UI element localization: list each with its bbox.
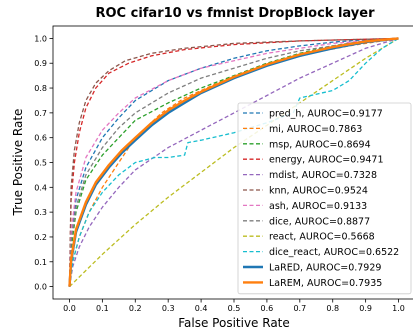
x-tick-label: 0.6 bbox=[261, 304, 274, 313]
legend-entry: react, AUROC=0.5668 bbox=[269, 232, 375, 243]
y-tick-label: 1.0 bbox=[34, 34, 47, 43]
legend-entry: pred_h, AUROC=0.9177 bbox=[269, 109, 383, 120]
y-tick-label: 0.1 bbox=[34, 258, 47, 267]
x-tick-label: 0.0 bbox=[63, 304, 76, 313]
roc-curve-10 bbox=[68, 37, 399, 287]
legend-entry: dice, AUROC=0.8877 bbox=[269, 216, 370, 227]
x-tick-label: 0.4 bbox=[195, 304, 208, 313]
roc-curve-6 bbox=[68, 37, 399, 287]
legend-entry: ash, AUROC=0.9133 bbox=[269, 201, 367, 212]
y-tick-label: 0.9 bbox=[34, 59, 47, 68]
x-tick-label: 0.8 bbox=[326, 304, 339, 313]
y-tick-label: 0.6 bbox=[34, 134, 47, 143]
y-tick-label: 0.0 bbox=[34, 283, 47, 292]
x-tick-label: 0.7 bbox=[293, 304, 306, 313]
legend-entry: mi, AUROC=0.7863 bbox=[269, 124, 362, 135]
legend-entry: knn, AUROC=0.9524 bbox=[269, 186, 368, 197]
roc-curve-7 bbox=[68, 37, 399, 287]
plot-curves bbox=[68, 37, 399, 288]
legend-entry: mdist, AUROC=0.7328 bbox=[269, 170, 377, 181]
y-tick-label: 0.3 bbox=[34, 208, 47, 217]
chart-title: ROC cifar10 vs fmnist DropBlock layer bbox=[95, 6, 375, 21]
roc-curve-8 bbox=[68, 37, 399, 287]
y-tick-label: 0.8 bbox=[34, 84, 47, 93]
x-tick-label: 1.0 bbox=[392, 304, 405, 313]
y-axis-ticks: 0.0 0.1 0.2 0.3 0.4 0.5 0.6 0.7 0.8 0.9 1.0 bbox=[34, 34, 53, 292]
legend: pred_h, AUROC=0.9177 mi, AUROC=0.7863 msp,… bbox=[237, 102, 412, 295]
x-tick-label: 0.1 bbox=[96, 304, 109, 313]
roc-curve-12 bbox=[68, 37, 399, 287]
x-tick-label: 0.5 bbox=[228, 304, 241, 313]
x-tick-label: 0.9 bbox=[359, 304, 372, 313]
legend-entry: msp, AUROC=0.8694 bbox=[269, 139, 371, 150]
y-tick-label: 0.2 bbox=[34, 233, 47, 242]
roc-curve-4 bbox=[68, 37, 399, 287]
x-axis-label: False Positive Rate bbox=[178, 316, 290, 330]
legend-entry: LaRED, AUROC=0.7929 bbox=[269, 263, 381, 274]
legend-entry: LaREM, AUROC=0.7935 bbox=[269, 278, 382, 289]
x-tick-label: 0.2 bbox=[129, 304, 142, 313]
legend-entry: dice_react, AUROC=0.6522 bbox=[269, 247, 399, 258]
roc-curve-1 bbox=[68, 37, 399, 287]
y-axis-label: True Positive Rate bbox=[11, 109, 25, 217]
legend-box bbox=[237, 102, 412, 295]
x-axis-ticks: 0.0 0.1 0.2 0.3 0.4 0.5 0.6 0.7 0.8 0.9 1.0 bbox=[63, 299, 405, 313]
roc-curve-9 bbox=[69, 37, 399, 288]
y-tick-label: 0.4 bbox=[34, 183, 47, 192]
y-tick-label: 0.7 bbox=[34, 109, 47, 118]
x-tick-label: 0.3 bbox=[162, 304, 175, 313]
y-tick-label: 0.5 bbox=[34, 159, 47, 168]
roc-curve-5 bbox=[68, 37, 399, 287]
legend-entry: energy, AUROC=0.9471 bbox=[269, 155, 384, 166]
